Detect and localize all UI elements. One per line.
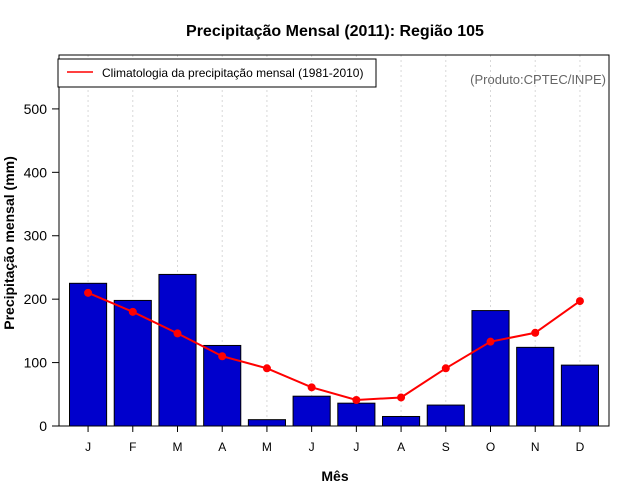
- x-axis-label: Mês: [321, 468, 348, 484]
- y-tick-label: 100: [24, 355, 48, 371]
- bar-1: [69, 282, 108, 427]
- grid-lines: [87, 55, 581, 426]
- x-tick-label: A: [218, 440, 226, 454]
- x-tick-label: J: [309, 440, 315, 454]
- bar-9: [426, 404, 465, 427]
- x-tick-label: N: [531, 440, 540, 454]
- x-tick-label: J: [353, 440, 359, 454]
- bar-5: [247, 419, 286, 427]
- x-tick-label: J: [85, 440, 91, 454]
- climatology-point-5: [262, 364, 271, 373]
- climatology-point-6: [307, 383, 316, 392]
- climatology-point-10: [486, 337, 495, 346]
- y-tick-label: 300: [24, 228, 48, 244]
- x-tick-label: O: [486, 440, 495, 454]
- bar-12: [560, 364, 599, 427]
- bar-11: [516, 346, 555, 427]
- y-tick-label: 500: [24, 101, 48, 117]
- x-tick-label: D: [576, 440, 585, 454]
- climatology-point-12: [575, 297, 584, 306]
- x-tick-label: S: [442, 440, 450, 454]
- source-note: (Produto:CPTEC/INPE): [470, 72, 606, 87]
- climatology-point-4: [218, 352, 227, 361]
- climatology-point-3: [173, 329, 182, 338]
- x-tick-label: A: [397, 440, 405, 454]
- climatology-line-series: [84, 288, 584, 404]
- y-tick-label: 200: [24, 291, 48, 307]
- bar-2: [113, 299, 152, 427]
- x-tick-label: M: [262, 440, 272, 454]
- climatology-point-7: [352, 395, 361, 404]
- climatology-line: [87, 291, 581, 402]
- legend-entry-climatology: Climatologia da precipitação mensal (198…: [102, 66, 363, 80]
- bar-series: [69, 273, 599, 427]
- bar-7: [337, 402, 376, 427]
- y-tick-label: 400: [24, 164, 48, 180]
- bar-3: [158, 273, 197, 427]
- bar-6: [292, 395, 331, 427]
- climatology-point-1: [84, 288, 93, 297]
- x-tick-label: F: [129, 440, 136, 454]
- climatology-point-2: [128, 307, 137, 316]
- climatology-point-11: [531, 328, 540, 337]
- x-tick-label: M: [172, 440, 182, 454]
- y-axis: 0 100 200 300 400 500: [24, 101, 60, 434]
- y-tick-label: 0: [39, 418, 47, 434]
- legend: Climatologia da precipitação mensal (198…: [57, 58, 377, 88]
- bar-10: [471, 310, 510, 427]
- bar-8: [382, 415, 421, 427]
- chart-title: Precipitação Mensal (2011): Região 105: [186, 23, 484, 40]
- climatology-point-8: [397, 393, 406, 402]
- climatology-point-9: [441, 364, 450, 373]
- legend-box: [57, 58, 377, 88]
- y-axis-label: Precipitação mensal (mm): [1, 156, 17, 330]
